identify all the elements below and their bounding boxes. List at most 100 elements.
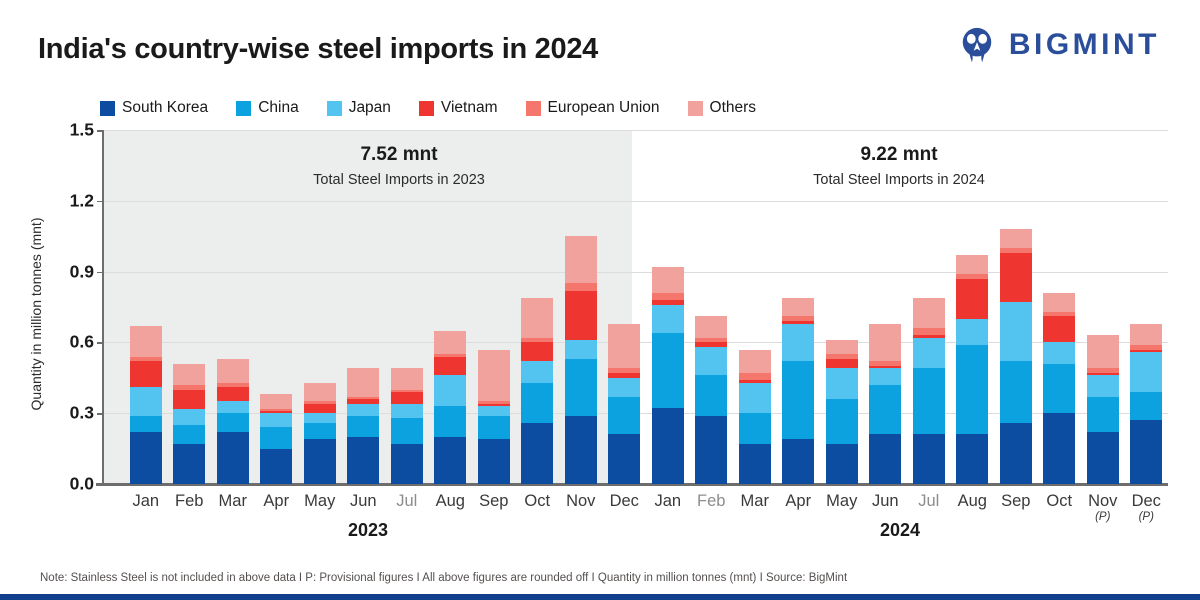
bar-segment-china [477, 415, 510, 440]
bar-dec-2023[interactable] [608, 323, 641, 484]
x-axis-tick-sep-2023: Sep [471, 492, 517, 510]
bar-segment-european-union [347, 396, 380, 400]
bar-segment-china [738, 413, 771, 444]
bar-segment-european-union [695, 337, 728, 343]
legend-item-label: South Korea [122, 99, 209, 116]
legend-item-vietnam[interactable]: Vietnam [418, 99, 498, 117]
bar-segment-vietnam [1130, 349, 1163, 352]
x-axis-month-label: May [826, 492, 858, 510]
bar-segment-japan [477, 406, 510, 416]
bar-segment-south-korea [477, 439, 510, 484]
bar-segment-others [651, 266, 684, 293]
y-axis-line [102, 130, 104, 484]
bar-segment-others [956, 255, 989, 274]
bar-segment-china [347, 415, 380, 437]
bar-nov-2023[interactable] [564, 236, 597, 484]
bar-segment-vietnam [390, 391, 423, 404]
bar-segment-others [260, 394, 293, 409]
bar-segment-china [303, 422, 336, 440]
bar-segment-south-korea [434, 436, 467, 484]
bar-segment-japan [608, 377, 641, 397]
bar-aug-2024[interactable] [956, 255, 989, 484]
bar-feb-2024[interactable] [695, 316, 728, 484]
x-axis-tick-feb-2023: Feb [166, 492, 212, 510]
bar-segment-south-korea [825, 443, 858, 484]
bar-segment-china [260, 427, 293, 449]
bar-jun-2024[interactable] [869, 323, 902, 484]
legend-item-label: Japan [348, 99, 391, 116]
bar-dec-2024[interactable] [1130, 323, 1163, 484]
bar-segment-vietnam [1086, 373, 1119, 376]
x-axis-month-label: Aug [435, 492, 465, 510]
x-axis-line [96, 483, 1168, 486]
bar-jun-2023[interactable] [347, 368, 380, 484]
bar-segment-south-korea [999, 422, 1032, 484]
bar-segment-european-union [956, 274, 989, 279]
bar-feb-2023[interactable] [173, 363, 206, 484]
bar-segment-china [956, 344, 989, 435]
x-axis-month-label: Mar [218, 492, 247, 510]
brand-logo: BIGMINT [958, 26, 1160, 64]
bar-segment-european-union [1043, 311, 1076, 317]
legend-item-others[interactable]: Others [687, 99, 756, 117]
bar-jul-2023[interactable] [390, 368, 423, 484]
bar-segment-others [912, 297, 945, 329]
legend-item-china[interactable]: China [236, 99, 299, 117]
bar-segment-south-korea [1043, 413, 1076, 484]
bar-segment-european-union [260, 408, 293, 411]
bar-segment-others [608, 323, 641, 369]
bar-segment-others [782, 297, 815, 317]
bar-jan-2024[interactable] [651, 266, 684, 484]
bar-segment-european-union [390, 389, 423, 392]
bar-segment-others [695, 316, 728, 338]
bar-segment-japan [956, 318, 989, 345]
bar-segment-others [738, 349, 771, 374]
bar-oct-2024[interactable] [1043, 292, 1076, 484]
year-label-2024: 2024 [879, 520, 921, 540]
bar-segment-european-union [477, 401, 510, 404]
bar-segment-china [173, 425, 206, 444]
bar-segment-china [1043, 363, 1076, 414]
legend-item-japan[interactable]: Japan [326, 99, 391, 117]
bar-segment-japan [347, 403, 380, 416]
bar-series-container [104, 130, 1168, 484]
bar-aug-2023[interactable] [434, 330, 467, 484]
bar-segment-european-union [738, 373, 771, 381]
bar-nov-2024[interactable] [1086, 335, 1119, 484]
bar-jan-2023[interactable] [129, 325, 162, 484]
bar-segment-china [608, 396, 641, 435]
bar-segment-china [129, 415, 162, 433]
bar-may-2024[interactable] [825, 340, 858, 484]
bar-apr-2023[interactable] [260, 394, 293, 484]
annotation-2024-value: 9.22 mnt [860, 144, 938, 165]
bar-oct-2023[interactable] [521, 297, 554, 484]
bar-segment-others [303, 382, 336, 402]
bar-segment-others [564, 236, 597, 284]
x-axis-month-label: Apr [785, 492, 812, 510]
bar-segment-japan [651, 304, 684, 333]
bar-segment-south-korea [782, 439, 815, 484]
bar-segment-vietnam [216, 387, 249, 402]
bar-mar-2024[interactable] [738, 349, 771, 484]
bar-segment-south-korea [521, 422, 554, 484]
y-axis-tick-label: 0.0 [69, 473, 94, 494]
legend-item-south-korea[interactable]: South Korea [100, 99, 208, 117]
bar-segment-vietnam [782, 321, 815, 324]
bar-segment-china [521, 382, 554, 423]
bar-jul-2024[interactable] [912, 297, 945, 484]
bigmint-mascot-icon [962, 27, 992, 63]
bar-segment-south-korea [695, 415, 728, 484]
bar-segment-european-union [999, 248, 1032, 253]
bar-apr-2024[interactable] [782, 297, 815, 484]
bar-sep-2023[interactable] [477, 349, 510, 484]
y-axis-ticks: 0.0 0.3 0.6 0.9 1.2 1.5 [40, 120, 94, 494]
bar-sep-2024[interactable] [999, 229, 1032, 484]
bar-mar-2023[interactable] [216, 358, 249, 484]
legend-item-european-union[interactable]: European Union [525, 99, 660, 117]
bar-segment-vietnam [999, 252, 1032, 303]
x-axis-month-label: Jun [349, 492, 377, 510]
bar-segment-vietnam [564, 290, 597, 341]
bar-segment-vietnam [173, 389, 206, 409]
bar-may-2023[interactable] [303, 382, 336, 484]
x-axis-tick-nov-2023: Nov [558, 492, 604, 510]
